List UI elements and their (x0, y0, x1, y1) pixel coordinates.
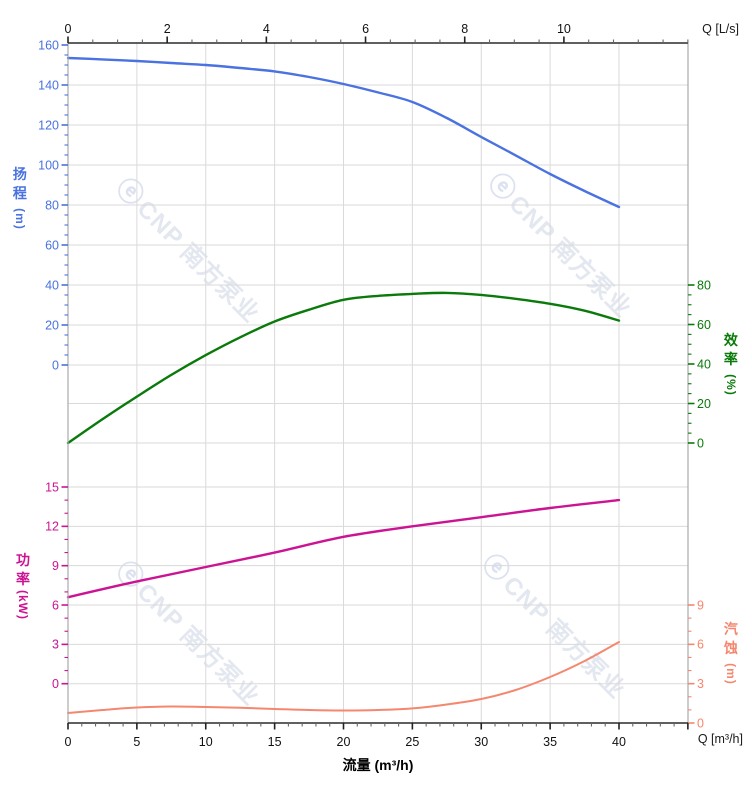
efficiency-axis-title: 效率 (%) (723, 332, 738, 396)
gridlines (68, 43, 688, 723)
efficiency-axis: 0 20 40 60 80 (688, 278, 711, 450)
top-tick-label: 0 (65, 22, 72, 36)
npsh-tick-label: 3 (697, 677, 704, 691)
power-tick-label: 0 (52, 677, 59, 691)
efficiency-tick-label: 40 (697, 357, 711, 371)
top-tick-label: 2 (164, 22, 171, 36)
head-tick-label: 80 (45, 198, 59, 212)
npsh-tick-label: 0 (697, 716, 704, 730)
head-tick-label: 40 (45, 278, 59, 292)
efficiency-tick-label: 60 (697, 318, 711, 332)
bottom-tick-label: 20 (337, 735, 351, 749)
bottom-tick-label: 35 (543, 735, 557, 749)
head-tick-label: 0 (52, 358, 59, 372)
bottom-tick-label: 30 (474, 735, 488, 749)
bottom-tick-label: 10 (199, 735, 213, 749)
power-tick-label: 6 (52, 598, 59, 612)
bottom-x-axis: 0 5 10 15 20 25 30 35 40 (65, 723, 689, 749)
bottom-axis-unit-label: Q [m³/h] (697, 732, 743, 746)
head-tick-label: 100 (38, 158, 59, 172)
efficiency-curve (66, 291, 621, 445)
npsh-curve (67, 641, 620, 714)
head-tick-label: 120 (38, 118, 59, 132)
head-tick-label: 160 (38, 38, 59, 52)
efficiency-tick-label: 20 (697, 397, 711, 411)
top-tick-label: 8 (461, 22, 468, 36)
top-tick-label: 10 (557, 22, 571, 36)
bottom-tick-label: 5 (133, 735, 140, 749)
power-tick-label: 3 (52, 638, 59, 652)
top-axis-unit-label: Q [L/s] (702, 22, 739, 36)
power-axis: 0 3 6 9 12 15 (45, 480, 68, 691)
flow-axis-title: 流量 (m³/h) (342, 757, 414, 773)
head-tick-label: 60 (45, 238, 59, 252)
head-curve (66, 56, 621, 209)
bottom-tick-label: 0 (65, 735, 72, 749)
curve-series (66, 56, 621, 714)
head-axis-title: 扬程 (m) (12, 166, 27, 230)
head-axis: 0 20 40 60 80 100 120 140 160 (38, 38, 68, 372)
power-tick-label: 15 (45, 480, 59, 494)
top-tick-label: 4 (263, 22, 270, 36)
head-tick-label: 140 (38, 78, 59, 92)
top-x-axis: 0 2 4 6 8 10 (65, 22, 689, 43)
npsh-tick-label: 6 (697, 638, 704, 652)
bottom-tick-label: 15 (268, 735, 282, 749)
npsh-axis: 0 3 6 9 (688, 598, 704, 730)
bottom-tick-label: 25 (405, 735, 419, 749)
head-tick-label: 20 (45, 318, 59, 332)
bottom-tick-label: 40 (612, 735, 626, 749)
power-tick-label: 12 (45, 520, 59, 534)
power-axis-title: 功率 (kW) (16, 552, 30, 620)
top-tick-label: 6 (362, 22, 369, 36)
npsh-axis-title: 汽蚀 (m) (723, 621, 738, 685)
power-curve (66, 498, 621, 599)
npsh-tick-label: 9 (697, 598, 704, 612)
power-tick-label: 9 (52, 559, 59, 573)
efficiency-tick-label: 0 (697, 436, 704, 450)
efficiency-tick-label: 80 (697, 278, 711, 292)
